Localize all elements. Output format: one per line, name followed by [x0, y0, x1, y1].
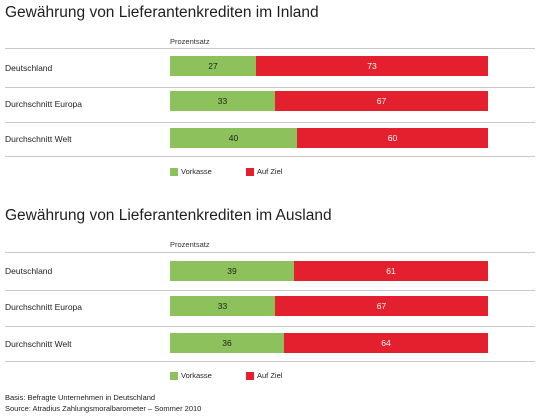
- legend-swatch-red: [246, 168, 254, 176]
- bar-segment-auf-ziel: 73: [256, 56, 488, 76]
- bar-row: 33 67: [170, 296, 488, 316]
- footnote-source: Source: Atradius Zahlungsmoralbarometer …: [5, 404, 202, 413]
- bar-segment-auf-ziel: 67: [275, 296, 488, 316]
- divider: [5, 361, 535, 362]
- chart-title: Gewährung von Lieferantenkrediten im Inl…: [5, 4, 319, 21]
- category-label: Durchschnitt Welt: [5, 134, 72, 144]
- bar-segment-auf-ziel: 60: [297, 128, 488, 148]
- bar-row: 33 67: [170, 91, 488, 111]
- divider: [5, 48, 535, 49]
- data-label: 39: [227, 266, 237, 276]
- category-label: Durchschnitt Welt: [5, 339, 72, 349]
- data-label: 64: [381, 338, 391, 348]
- data-label: 27: [208, 61, 218, 71]
- divider: [5, 290, 535, 291]
- bar-segment-vorkasse: 39: [170, 261, 294, 281]
- bar-row: 27 73: [170, 56, 488, 76]
- category-label: Deutschland: [5, 266, 53, 276]
- category-label: Durchschnitt Europa: [5, 302, 83, 312]
- bar-segment-vorkasse: 33: [170, 91, 275, 111]
- bar-segment-vorkasse: 27: [170, 56, 256, 76]
- data-label: 33: [217, 301, 228, 311]
- legend-label: Vorkasse: [181, 371, 212, 380]
- chart-title: Gewährung von Lieferantenkrediten im Aus…: [5, 207, 332, 224]
- category-label: Durchschnitt Europa: [5, 99, 83, 109]
- divider: [5, 156, 535, 157]
- legend-swatch-red: [246, 372, 254, 380]
- chart-subtitle: Prozentsatz: [170, 37, 210, 46]
- bar-row: 36 64: [170, 333, 488, 353]
- divider: [5, 87, 535, 88]
- chart-subtitle: Prozentsatz: [170, 240, 210, 249]
- legend-label: Auf Ziel: [257, 371, 283, 380]
- divider: [5, 122, 535, 123]
- divider: [5, 326, 535, 327]
- data-label: 36: [222, 338, 232, 348]
- data-label: 60: [387, 133, 398, 143]
- divider: [5, 252, 535, 253]
- data-label: 73: [367, 61, 377, 71]
- bar-segment-auf-ziel: 61: [294, 261, 488, 281]
- bar-row: 40 60: [170, 128, 488, 148]
- bar-segment-vorkasse: 36: [170, 333, 284, 353]
- bar-segment-vorkasse: 40: [170, 128, 297, 148]
- bar-segment-auf-ziel: 64: [284, 333, 488, 353]
- footnote-basis: Basis: Befragte Unternehmen in Deutschla…: [5, 393, 156, 402]
- category-label: Deutschland: [5, 63, 53, 73]
- data-label: 67: [376, 301, 387, 311]
- data-label: 67: [376, 96, 387, 106]
- data-label: 61: [386, 266, 396, 276]
- data-label: 33: [217, 96, 228, 106]
- legend-swatch-green: [170, 372, 178, 380]
- bar-segment-vorkasse: 33: [170, 296, 275, 316]
- legend-swatch-green: [170, 168, 178, 176]
- bar-row: 39 61: [170, 261, 488, 281]
- bar-segment-auf-ziel: 67: [275, 91, 488, 111]
- legend-label: Vorkasse: [181, 167, 212, 176]
- legend-label: Auf Ziel: [257, 167, 283, 176]
- data-label: 40: [228, 133, 239, 143]
